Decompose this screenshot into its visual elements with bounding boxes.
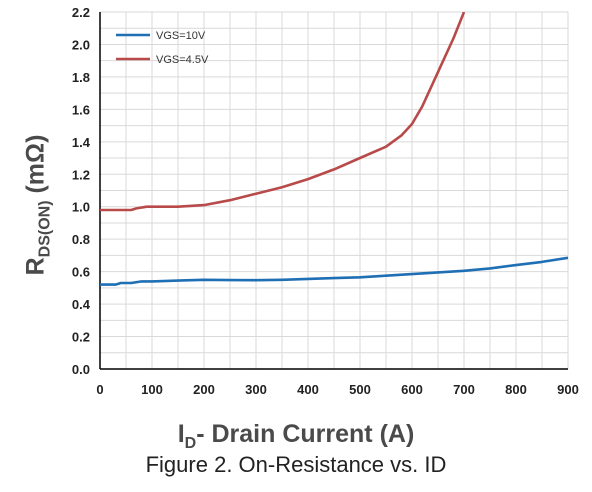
- legend-label: VGS=10V: [156, 30, 206, 42]
- series-lines: [100, 12, 568, 286]
- y-tick-label: 1.8: [72, 70, 90, 85]
- x-tick-label: 700: [453, 382, 475, 397]
- y-tick-label: 0.0: [72, 362, 90, 377]
- y-tick-label: 1.4: [72, 135, 91, 150]
- x-tick-label: 400: [297, 382, 319, 397]
- y-tick-label: 2.0: [72, 37, 90, 52]
- y-tick-label: 0.4: [72, 297, 91, 312]
- x-axis-title-main: I: [177, 420, 185, 448]
- x-tick-label: 100: [141, 382, 163, 397]
- x-tick-label: 200: [193, 382, 215, 397]
- y-tick-label: 1.2: [72, 167, 90, 182]
- x-tick-label: 500: [349, 382, 371, 397]
- y-tick-label: 0.8: [72, 232, 90, 247]
- legend-label: VGS=4.5V: [156, 54, 209, 66]
- y-axis-title-sub: DS(ON): [36, 200, 54, 258]
- y-axis-title: RDS(ON) (mΩ): [22, 135, 55, 276]
- grid-lines: [100, 11, 569, 369]
- figure-caption: Figure 2. On-Resistance vs. ID: [145, 452, 447, 477]
- x-tick-label: 900: [557, 382, 579, 397]
- tick-labels: 0 100 200 300 400 500 600 700 800 900 0.0 0.2 0.4 0.6…: [72, 5, 579, 397]
- x-tick-label: 600: [401, 382, 423, 397]
- series-line-0: [100, 256, 568, 286]
- y-tick-label: 0.6: [72, 265, 90, 280]
- x-axis-title-sub: D: [184, 435, 197, 452]
- series-line-1: [100, 12, 466, 212]
- y-tick-label: 1.6: [72, 102, 90, 117]
- x-tick-label: 300: [245, 382, 267, 397]
- axes: [99, 12, 568, 370]
- chart-area: 0 100 200 300 400 500 600 700 800 900 0.0 0.2 0.4 0.6…: [72, 5, 579, 397]
- y-tick-label: 0.2: [72, 330, 90, 345]
- x-tick-label: 800: [505, 382, 527, 397]
- legend: VGS=10V VGS=4.5V: [116, 30, 209, 66]
- y-tick-label: 1.0: [72, 200, 90, 215]
- y-axis-title-rest: (mΩ): [21, 134, 50, 201]
- x-axis-title-rest: - Drain Current (A): [196, 420, 415, 448]
- x-tick-label: 0: [96, 382, 103, 397]
- y-tick-label: 2.2: [72, 5, 90, 20]
- x-axis-title: ID- Drain Current (A): [0, 420, 592, 453]
- y-axis-title-main: R: [21, 257, 50, 276]
